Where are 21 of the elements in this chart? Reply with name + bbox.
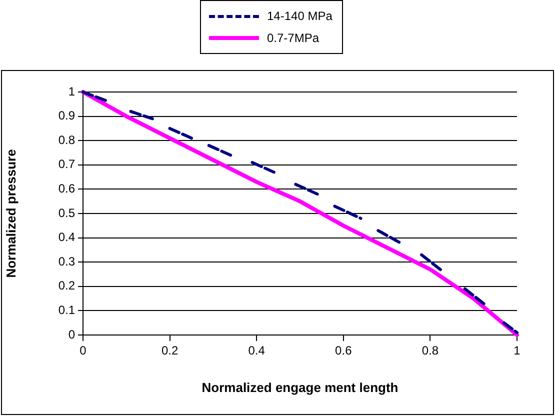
y-tick-label: 0.8 [58,132,76,147]
y-tick-label: 0.6 [58,182,76,196]
y-axis-title: Normalized pressure [3,149,18,278]
x-axis-title: Normalized engage ment length [202,380,398,395]
y-tick-label: 0.7 [58,157,76,172]
x-tick-label: 0.4 [248,344,266,358]
y-tick-label: 0.3 [58,254,76,268]
x-tick-label: 0 [80,344,87,358]
x-tick-label: 1 [514,344,521,358]
y-tick-label: 0.1 [58,303,76,318]
legend-label: 14-140 MPa [267,9,332,23]
y-tick-label: 0.9 [58,108,76,123]
legend-label: 0.7-7MPa [267,31,320,45]
y-tick-label: 0.5 [58,206,76,220]
x-tick-label: 0.8 [422,344,439,358]
y-tick-label: 0.4 [58,230,76,244]
x-tick-label: 0.2 [161,344,178,358]
y-tick-label: 1 [68,84,76,98]
x-tick-label: 0.6 [335,344,352,358]
y-tick-label: 0.2 [58,278,76,293]
y-tick-label: 0 [68,327,76,342]
